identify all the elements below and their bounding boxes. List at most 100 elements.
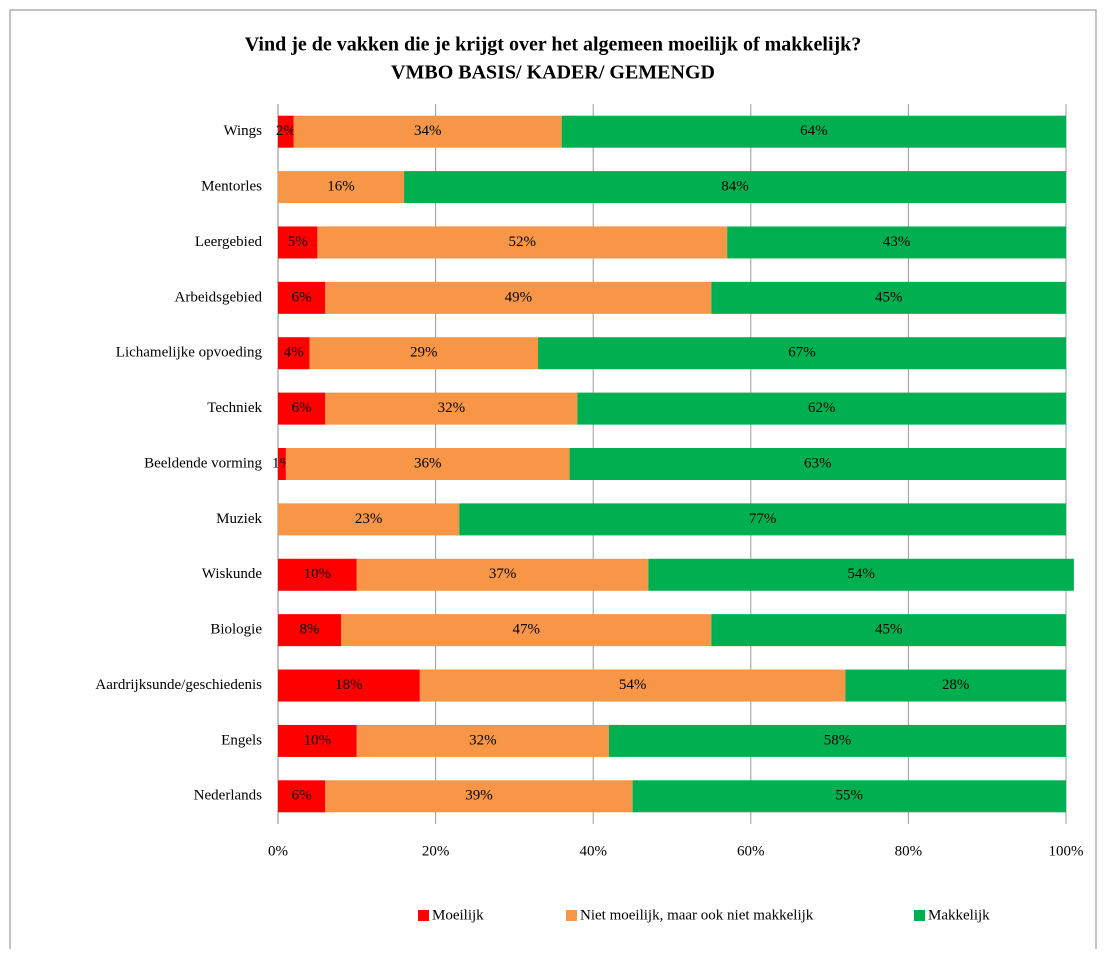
data-label: 6% xyxy=(292,788,312,804)
bar-segment xyxy=(404,171,1067,204)
data-label: 37% xyxy=(489,566,517,582)
bar-segment xyxy=(278,780,326,813)
data-label: 62% xyxy=(808,400,836,416)
bar-segment xyxy=(325,281,712,314)
y-tick-label: Muziek xyxy=(216,511,262,527)
bar-segment xyxy=(648,558,1074,591)
bar-segment xyxy=(278,448,286,480)
bar-segment xyxy=(278,503,460,536)
x-tick-label: 60% xyxy=(737,843,765,859)
data-label: 58% xyxy=(824,732,852,748)
data-label: 36% xyxy=(414,455,442,471)
bar-segment xyxy=(325,780,633,813)
data-label: 67% xyxy=(788,345,816,361)
bar-segment xyxy=(278,614,342,647)
data-label: 32% xyxy=(438,400,466,416)
legend-label: Moeilijk xyxy=(432,907,484,923)
data-label: 16% xyxy=(327,179,355,195)
y-tick-label: Leergebied xyxy=(195,234,263,250)
bar-segment xyxy=(278,392,326,425)
data-label: 5% xyxy=(288,234,308,250)
data-label: 6% xyxy=(292,400,312,416)
y-tick-label: Aardrijksunde/geschiedenis xyxy=(95,677,262,693)
y-tick-label: Beeldende vorming xyxy=(144,455,262,471)
data-label: 55% xyxy=(836,788,864,804)
data-label: 23% xyxy=(355,511,383,527)
y-tick-label: Lichamelijke opvoeding xyxy=(116,345,263,361)
x-tick-label: 0% xyxy=(268,843,288,859)
x-tick-label: 100% xyxy=(1049,843,1084,859)
bar-segment xyxy=(356,724,609,757)
data-label: 2% xyxy=(276,123,296,139)
bar-segment xyxy=(309,337,539,370)
y-tick-label: Wiskunde xyxy=(202,566,263,582)
legend-swatch xyxy=(566,910,577,921)
y-tick-label: Wings xyxy=(223,123,262,139)
bar-segment xyxy=(577,392,1066,425)
legend-label: Makkelijk xyxy=(928,907,990,923)
bar-segment xyxy=(278,669,420,702)
bar-segment xyxy=(341,614,712,647)
x-tick-label: 80% xyxy=(895,843,923,859)
bar-segment xyxy=(459,503,1066,536)
chart-subtitle: VMBO BASIS/ KADER/ GEMENGD xyxy=(391,62,715,84)
y-tick-label: Biologie xyxy=(210,622,262,638)
bar-segment xyxy=(278,724,357,757)
bar-segment xyxy=(632,780,1066,813)
bar-segment xyxy=(419,669,846,702)
data-label: 52% xyxy=(509,234,537,250)
bar-segment xyxy=(278,226,318,259)
y-tick-label: Arbeidsgebied xyxy=(175,289,263,305)
data-label: 29% xyxy=(410,345,438,361)
bar-segment xyxy=(569,448,1066,480)
legend-swatch xyxy=(418,910,429,921)
bar-segment xyxy=(285,448,570,480)
data-label: 10% xyxy=(304,566,332,582)
y-tick-label: Nederlands xyxy=(194,788,262,804)
bar-segment xyxy=(278,337,310,370)
bar-segment xyxy=(356,558,649,591)
bar-segment xyxy=(317,226,728,259)
chart-frame xyxy=(9,9,1097,949)
bar-segment xyxy=(293,115,562,148)
data-label: 6% xyxy=(292,289,312,305)
data-label: 34% xyxy=(414,123,442,139)
bar-segment xyxy=(608,724,1066,757)
bar-segment xyxy=(278,171,405,204)
bar-segment xyxy=(325,392,578,425)
data-label: 28% xyxy=(942,677,970,693)
bar-segment xyxy=(711,281,1066,314)
y-tick-label: Engels xyxy=(221,732,262,748)
bar-segment xyxy=(561,115,1066,148)
bar-segment xyxy=(278,558,357,591)
data-label: 49% xyxy=(505,289,533,305)
bar-segment xyxy=(845,669,1066,702)
y-tick-label: Mentorles xyxy=(201,179,262,195)
bar-segment xyxy=(278,115,294,148)
data-label: 54% xyxy=(847,566,875,582)
data-label: 45% xyxy=(875,289,903,305)
chart-title: Vind je de vakken die je krijgt over het… xyxy=(245,34,862,56)
data-label: 8% xyxy=(300,622,320,638)
bar-segment xyxy=(711,614,1066,647)
x-tick-label: 20% xyxy=(422,843,450,859)
data-label: 43% xyxy=(883,234,911,250)
data-label: 18% xyxy=(335,677,363,693)
data-label: 45% xyxy=(875,622,903,638)
legend-swatch xyxy=(914,910,925,921)
data-label: 4% xyxy=(284,345,304,361)
x-tick-label: 40% xyxy=(579,843,607,859)
data-label: 47% xyxy=(512,622,540,638)
data-label: 77% xyxy=(749,511,777,527)
data-label: 10% xyxy=(304,732,332,748)
data-label: 39% xyxy=(465,788,493,804)
data-label: 64% xyxy=(800,123,828,139)
legend-label: Niet moeilijk, maar ook niet makkelijk xyxy=(580,907,814,923)
bar-segment xyxy=(278,281,326,314)
y-tick-label: Techniek xyxy=(207,400,262,416)
bar-segment xyxy=(538,337,1066,370)
data-label: 84% xyxy=(721,179,749,195)
bar-segment xyxy=(727,226,1066,259)
data-label: 63% xyxy=(804,455,832,471)
